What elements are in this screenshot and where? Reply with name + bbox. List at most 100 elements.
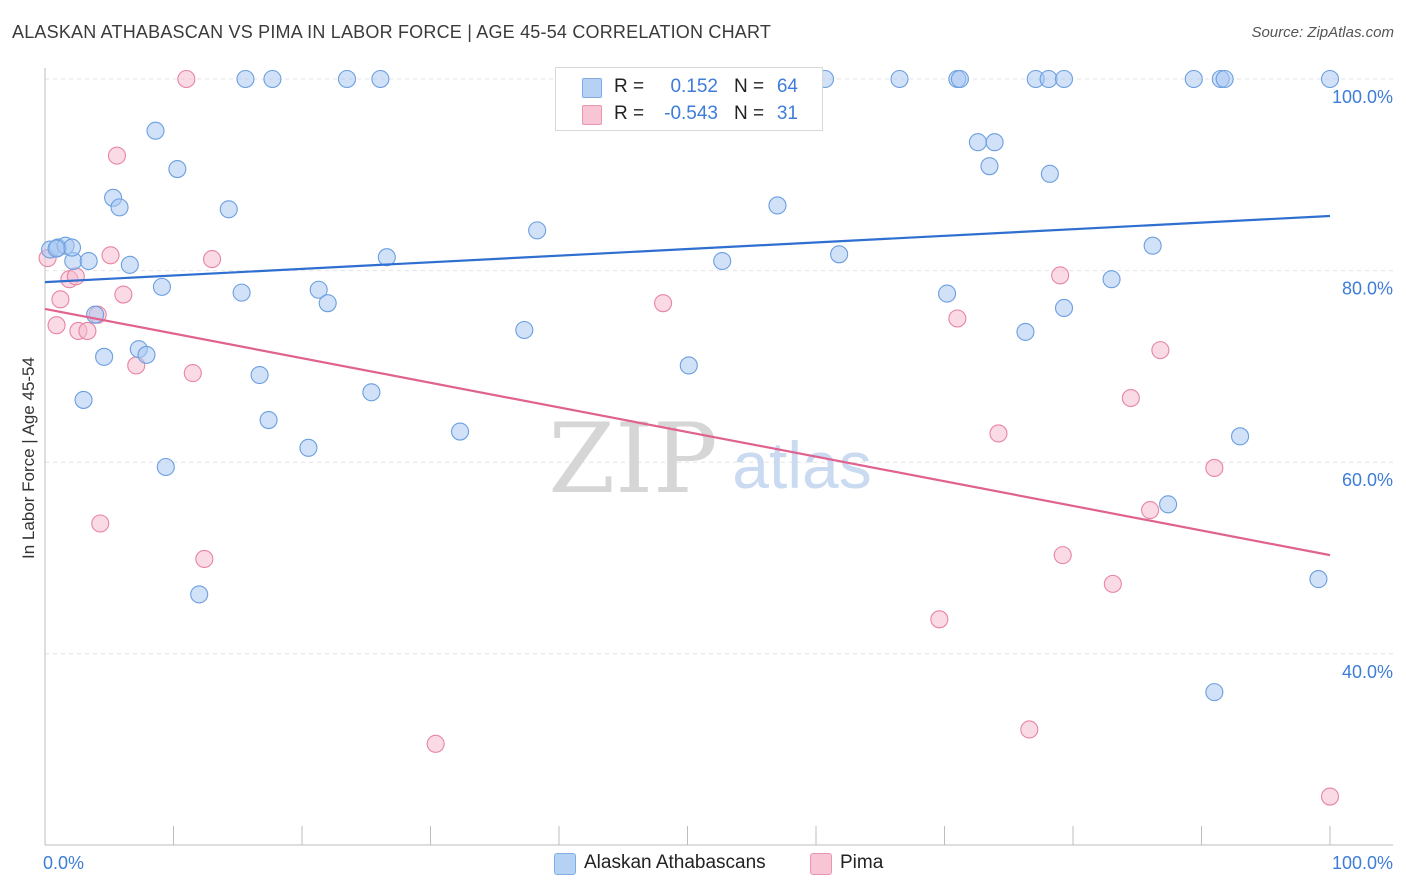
source-label: Source: ZipAtlas.com (1251, 24, 1394, 41)
legend-n-value: 64 (776, 76, 798, 97)
athabascan-point (938, 284, 957, 303)
series-swatch-athabascan (554, 853, 576, 875)
athabascan-point (1231, 427, 1250, 446)
legend-r-value: 0.152 (670, 76, 718, 97)
athabascan-point (259, 410, 278, 430)
athabascan-point (146, 121, 165, 140)
athabascan-point (110, 198, 129, 217)
x-tick-label: 0.0% (43, 853, 84, 873)
athabascan-point (985, 133, 1004, 152)
pima-point (114, 285, 133, 304)
pima-point (183, 364, 202, 383)
athabascan-point (47, 239, 66, 258)
athabascan-point (74, 390, 93, 409)
y-axis-label: In Labor Force | Age 45-54 (19, 357, 38, 559)
athabascan-point (968, 133, 987, 152)
athabascan-point (1159, 495, 1178, 514)
series-legend: Alaskan Athabascans Pima (0, 851, 1406, 879)
athabascan-point (451, 422, 470, 441)
athabascan-point (1205, 683, 1224, 702)
pima-point (51, 290, 70, 309)
athabascan-point (95, 347, 114, 366)
legend-n-value: 31 (776, 103, 798, 124)
athabascan-point (1039, 69, 1058, 89)
pima-point (1151, 341, 1170, 360)
athabascan-point (236, 69, 255, 89)
athabascan-point (190, 585, 209, 604)
athabascan-point (232, 283, 251, 302)
athabascan-point (1054, 69, 1074, 89)
athabascan-point (980, 157, 999, 176)
athabascan-point (79, 251, 98, 271)
athabascan-point (890, 69, 909, 89)
axes (44, 68, 1393, 846)
athabascan-point (1016, 322, 1035, 341)
athabascan-point (515, 320, 534, 340)
legend-r-label: R = (614, 103, 645, 124)
athabascan-point (830, 245, 849, 264)
legend-swatch-pima (582, 105, 602, 125)
x-tick-labels: 0.0% 100.0% (43, 853, 1393, 873)
y-tick-label: 80.0% (1342, 279, 1393, 299)
athabascan-point (1040, 164, 1059, 183)
athabascan-point (250, 365, 269, 385)
athabascan-point (1309, 570, 1328, 589)
pima-point (948, 309, 967, 328)
athabascan-point (318, 294, 337, 313)
athabascan-point (299, 438, 318, 457)
pima-point (177, 69, 196, 89)
series-swatch-pima (810, 853, 832, 875)
athabascan-point (168, 160, 187, 179)
legend-n-label: N = (734, 103, 765, 124)
x-tick-label: 100.0% (1332, 853, 1393, 873)
watermark-zip: ZIP (548, 403, 717, 515)
pima-point (203, 250, 222, 269)
pima-point (78, 321, 97, 341)
pima-point (654, 294, 673, 313)
legend-r-value: -0.543 (664, 103, 718, 124)
athabascan-point (137, 345, 156, 364)
pima-point (1103, 574, 1122, 593)
pima-point (426, 734, 445, 753)
y-tick-label: 40.0% (1342, 662, 1393, 682)
legend-swatch-athabascan (582, 78, 602, 98)
athabascan-point (62, 238, 82, 257)
pima-point (66, 267, 85, 286)
athabascan-trend-line (44, 214, 1331, 284)
pima-points (38, 69, 1340, 806)
pima-point (1053, 546, 1072, 565)
athabascan-point (528, 221, 547, 240)
chart-title: ALASKAN ATHABASCAN VS PIMA IN LABOR FORC… (12, 22, 772, 42)
athabascan-point (120, 255, 139, 274)
athabascan-point (950, 69, 969, 89)
legend-r-label: R = (614, 76, 645, 97)
pima-point (47, 316, 66, 335)
pima-point (989, 424, 1008, 443)
athabascan-point (679, 356, 698, 375)
athabascan-point (1054, 298, 1074, 318)
athabascan-point (1102, 270, 1121, 289)
series-label-athabascan: Alaskan Athabascans (584, 852, 766, 873)
athabascan-point (152, 277, 171, 296)
trend-lines (44, 214, 1331, 557)
pima-trend-line (44, 307, 1331, 557)
watermark-atlas: atlas (732, 428, 871, 502)
pima-point (930, 610, 949, 629)
pima-point (91, 514, 110, 533)
athabascan-point (377, 248, 396, 267)
pima-point (101, 246, 120, 265)
y-tick-label: 60.0% (1342, 470, 1393, 490)
legend-n-label: N = (734, 76, 765, 97)
athabascan-point (713, 251, 732, 271)
athabascan-point (309, 280, 328, 299)
pima-point (1141, 501, 1160, 520)
athabascan-point (1184, 69, 1203, 89)
pima-point (195, 549, 214, 569)
pima-point (107, 146, 127, 165)
y-tick-label: 100.0% (1332, 87, 1393, 107)
y-tick-labels: 40.0% 60.0% 80.0% 100.0% (1332, 87, 1393, 682)
athabascan-point (156, 457, 175, 477)
pima-point (1205, 458, 1224, 477)
grid (45, 78, 1393, 655)
